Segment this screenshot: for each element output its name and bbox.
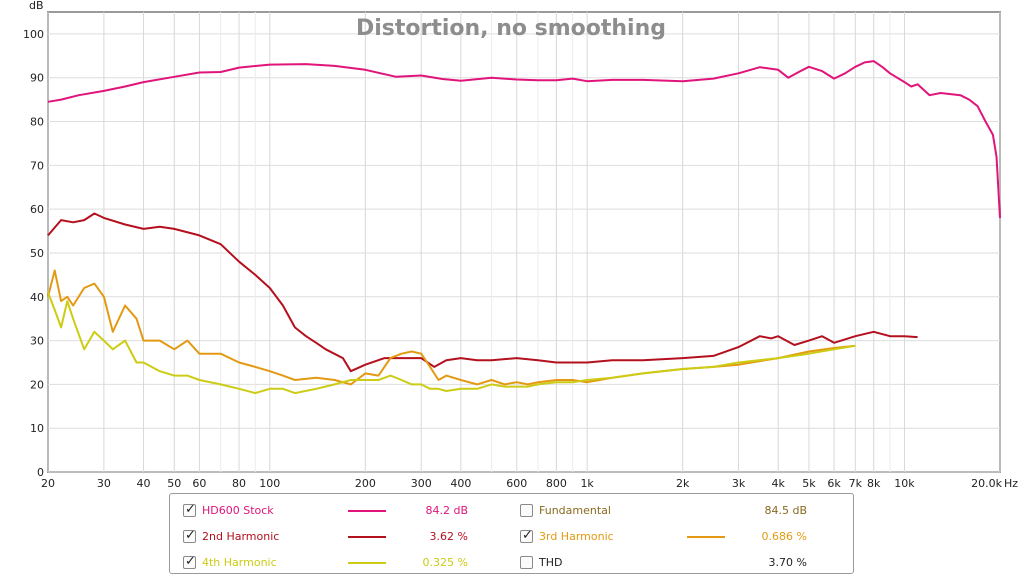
grid [47, 12, 1001, 473]
legend-swatch [348, 510, 386, 512]
x-tick-label: 1k [580, 477, 594, 490]
x-axis-unit: Hz [1004, 477, 1018, 490]
chart-title: Distortion, no smoothing [356, 16, 666, 41]
y-tick-label: 30 [30, 335, 44, 348]
x-tick-label: 2k [676, 477, 690, 490]
legend-label: 4th Harmonic [202, 556, 277, 569]
legend-item-hd600-stock: ✓ HD600 Stock 84.2 dB [183, 501, 478, 521]
legend-value: 0.686 % [761, 530, 807, 543]
series-layer [47, 60, 1001, 395]
series-line-4th-harmonic [47, 292, 856, 395]
legend-swatch [348, 562, 386, 564]
y-tick-label: 0 [37, 466, 44, 479]
x-tick-label: 100 [259, 477, 280, 490]
legend-checkbox-hd600-stock[interactable]: ✓ [183, 502, 196, 517]
x-tick-label: 20 [41, 477, 55, 490]
legend-item-thd: THD 3.70 % [520, 553, 817, 573]
legend-value: 84.5 dB [764, 504, 807, 517]
legend-item-3rd-harmonic: ✓ 3rd Harmonic 0.686 % [520, 527, 817, 547]
legend-value: 3.70 % [768, 556, 807, 569]
x-tick-label: 80 [232, 477, 246, 490]
legend-item-4th-harmonic: ✓ 4th Harmonic 0.325 % [183, 553, 478, 573]
x-tick-label: 7k [849, 477, 863, 490]
x-tick-label: 8k [867, 477, 881, 490]
legend: ✓ HD600 Stock 84.2 dB Fundamental 84.5 dB ✓ 2n… [169, 493, 854, 574]
legend-value: 84.2 dB [425, 504, 468, 517]
x-tick-label: 20.0k [971, 477, 1002, 490]
y-tick-label: 90 [30, 72, 44, 85]
y-tick-label: 10 [30, 422, 44, 435]
x-tick-label: 400 [450, 477, 471, 490]
legend-checkbox-3rd-harmonic[interactable]: ✓ [520, 528, 533, 543]
x-tick-label: 40 [137, 477, 151, 490]
legend-value: 3.62 % [429, 530, 468, 543]
legend-checkbox-thd[interactable] [520, 556, 533, 569]
y-tick-label: 20 [30, 378, 44, 391]
legend-label: Fundamental [539, 504, 611, 517]
y-tick-label: 60 [30, 203, 44, 216]
x-tick-label: 600 [506, 477, 527, 490]
y-axis-unit: dB [29, 0, 44, 12]
axis-labels: 0 10 20 30 40 50 60 70 80 90 100 20 30 40 50 60 80 100 200… [23, 28, 1003, 490]
y-tick-label: 100 [23, 28, 44, 41]
x-tick-label: 30 [97, 477, 111, 490]
legend-checkbox-4th-harmonic[interactable]: ✓ [183, 554, 196, 569]
x-tick-label: 6k [827, 477, 841, 490]
y-tick-label: 70 [30, 159, 44, 172]
x-tick-label: 300 [411, 477, 432, 490]
legend-checkbox-fundamental[interactable] [520, 504, 533, 517]
y-tick-label: 80 [30, 116, 44, 129]
y-tick-label: 40 [30, 291, 44, 304]
legend-swatch [348, 536, 386, 538]
x-tick-label: 5k [802, 477, 816, 490]
legend-label: THD [539, 556, 563, 569]
legend-swatch [687, 536, 725, 538]
legend-checkbox-2nd-harmonic[interactable]: ✓ [183, 528, 196, 543]
x-tick-label: 800 [546, 477, 567, 490]
legend-label: 3rd Harmonic [539, 530, 614, 543]
x-tick-label: 200 [355, 477, 376, 490]
x-tick-label: 3k [732, 477, 746, 490]
legend-label: 2nd Harmonic [202, 530, 280, 543]
series-line-hd600-stock [47, 60, 1001, 218]
legend-label: HD600 Stock [202, 504, 274, 517]
x-tick-label: 10k [894, 477, 915, 490]
y-tick-label: 50 [30, 247, 44, 260]
series-line-3rd-harmonic [47, 269, 856, 386]
legend-value: 0.325 % [422, 556, 468, 569]
x-tick-label: 50 [167, 477, 181, 490]
x-tick-label: 60 [192, 477, 206, 490]
legend-item-fundamental: Fundamental 84.5 dB [520, 501, 817, 521]
x-tick-label: 4k [772, 477, 786, 490]
legend-item-2nd-harmonic: ✓ 2nd Harmonic 3.62 % [183, 527, 478, 547]
plot-frame [47, 11, 1001, 473]
